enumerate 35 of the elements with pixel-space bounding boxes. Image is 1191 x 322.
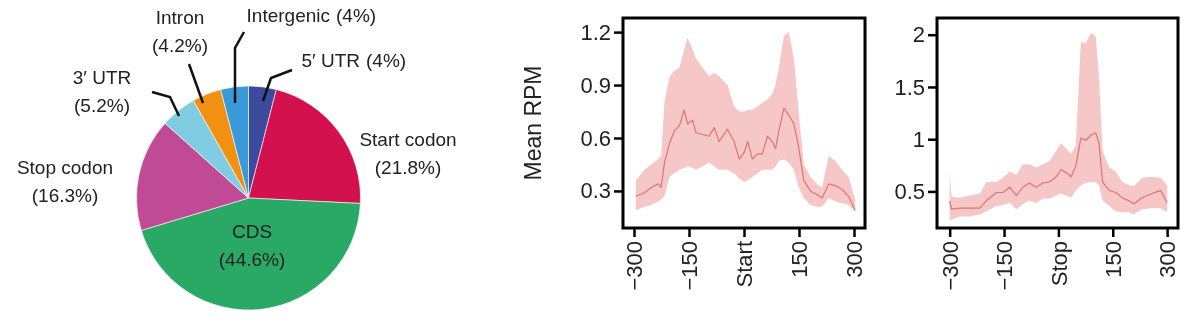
x-tick-label: −150 [992, 241, 1018, 291]
y-tick-label: 0.9 [580, 72, 611, 98]
y-tick-label: 0.6 [580, 125, 611, 151]
x-tick-label: 300 [842, 241, 868, 278]
y-tick-label: 0.5 [894, 178, 925, 204]
slice-label: 5′ UTR [301, 50, 360, 71]
slice-label: Intergenic [246, 5, 330, 26]
slice-label: Stop codon [16, 157, 114, 178]
x-tick-label: Start [732, 241, 758, 288]
x-tick-label: −300 [622, 241, 648, 291]
data-label: (5.2%) [74, 95, 130, 116]
data-label: (4%) [336, 5, 377, 26]
line-series [949, 132, 1168, 210]
y-tick-label: 2 [912, 22, 925, 48]
data-label: (4.2%) [152, 35, 208, 56]
y-tick-label: 1.2 [580, 19, 611, 45]
x-tick-label: 150 [1100, 241, 1126, 278]
data-label: (16.3%) [31, 185, 99, 206]
y-axis-title: Mean RPM [520, 65, 546, 181]
slice-label: Intron [155, 7, 205, 28]
y-tick-label: 1 [912, 126, 925, 152]
data-label: (4%) [366, 50, 407, 71]
x-tick-label: 300 [1155, 241, 1181, 278]
slice-label: CDS [231, 221, 273, 242]
y-tick-label: 1.5 [894, 74, 925, 100]
slice-label: 3′ UTR [72, 67, 132, 88]
line-series [635, 107, 856, 211]
x-tick-label: 150 [787, 241, 813, 278]
slice-label: Start codon [359, 129, 457, 150]
y-tick-label: 0.3 [580, 178, 611, 204]
x-tick-label: −150 [677, 241, 703, 291]
data-label: (44.6%) [218, 249, 286, 270]
data-label: (21.8%) [374, 157, 442, 178]
x-tick-label: −300 [937, 241, 963, 291]
x-tick-label: Stop [1046, 241, 1072, 287]
